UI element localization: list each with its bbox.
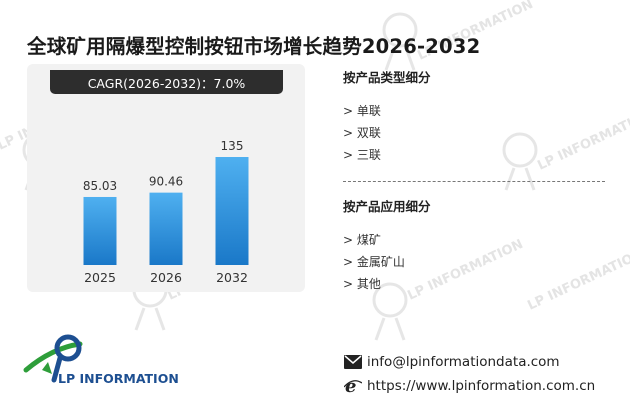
list-item: > 其他 bbox=[343, 277, 381, 291]
x-tick-label: 2032 bbox=[216, 270, 248, 285]
bar-value-label: 135 bbox=[221, 139, 244, 153]
cagr-badge: CAGR(2026-2032)：7.0% bbox=[50, 70, 283, 94]
bar-value-label: 85.03 bbox=[83, 179, 117, 193]
segments-panel: 按产品类型细分 > 单联 > 双联 > 三联 按产品应用细分 > 煤矿 > 金属… bbox=[343, 68, 605, 295]
lp-information-logo: LP INFORMATION bbox=[23, 334, 179, 386]
segment-application-heading: 按产品应用细分 bbox=[343, 199, 431, 214]
list-item: > 双联 bbox=[343, 126, 381, 140]
list-item: > 三联 bbox=[343, 148, 381, 162]
segment-divider bbox=[343, 181, 605, 182]
svg-text:e: e bbox=[345, 377, 356, 395]
envelope-icon bbox=[343, 354, 363, 370]
segment-application-list: > 煤矿 > 金属矿山 > 其他 bbox=[343, 229, 605, 295]
logo-swoosh-icon bbox=[23, 341, 83, 373]
segment-type-list: > 单联 > 双联 > 三联 bbox=[343, 100, 605, 166]
x-tick-label: 2025 bbox=[84, 270, 116, 285]
browser-e-icon: e bbox=[343, 377, 363, 395]
email-link[interactable]: info@lpinformationdata.com bbox=[367, 354, 560, 370]
bar-value-label: 90.46 bbox=[149, 175, 183, 189]
bar-2025 bbox=[83, 196, 117, 265]
segment-type: 按产品类型细分 > 单联 > 双联 > 三联 bbox=[343, 68, 605, 166]
bar-2026 bbox=[149, 192, 183, 265]
segment-application: 按产品应用细分 > 煤矿 > 金属矿山 > 其他 bbox=[343, 197, 605, 295]
list-item: > 煤矿 bbox=[343, 233, 381, 247]
page-title: 全球矿用隔爆型控制按钮市场增长趋势2026-2032 bbox=[27, 35, 481, 58]
website-link[interactable]: https://www.lpinformation.com.cn bbox=[367, 378, 596, 394]
logo-text: LP INFORMATION bbox=[58, 371, 179, 386]
bar-2032 bbox=[215, 157, 249, 265]
website-row: e https://www.lpinformation.com.cn bbox=[343, 374, 595, 398]
segment-type-heading: 按产品类型细分 bbox=[343, 70, 431, 85]
contact-block: info@lpinformationdata.com e https://www… bbox=[343, 350, 595, 398]
list-item: > 单联 bbox=[343, 104, 381, 118]
x-tick-label: 2026 bbox=[150, 270, 182, 285]
email-row: info@lpinformationdata.com bbox=[343, 350, 595, 374]
list-item: > 金属矿山 bbox=[343, 255, 405, 269]
